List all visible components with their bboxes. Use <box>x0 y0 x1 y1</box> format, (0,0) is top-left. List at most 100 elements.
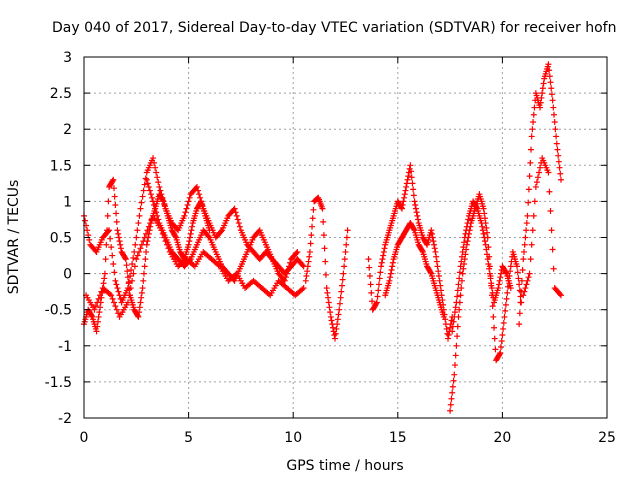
data-point <box>307 240 314 247</box>
data-point <box>389 263 396 270</box>
data-point <box>553 133 560 140</box>
data-point <box>464 220 471 227</box>
data-point <box>114 285 121 292</box>
y-tick-label: 1 <box>63 194 72 210</box>
data-point <box>523 281 530 288</box>
y-axis-label: SDTVAR / TECUs <box>6 180 22 295</box>
data-point <box>548 227 555 234</box>
data-point <box>521 241 528 248</box>
data-point <box>516 310 523 317</box>
data-point <box>332 335 339 342</box>
data-point <box>409 180 416 187</box>
data-point <box>464 238 471 245</box>
data-point <box>537 99 544 106</box>
y-tick-label: -0.5 <box>45 303 72 319</box>
data-point <box>502 269 509 276</box>
data-point <box>415 216 422 223</box>
data-point <box>136 304 143 311</box>
data-point <box>432 248 439 255</box>
data-point <box>550 104 557 111</box>
data-point <box>381 245 388 252</box>
data-point <box>525 199 532 206</box>
data-point <box>521 288 528 295</box>
data-point <box>481 234 488 241</box>
data-point <box>155 179 162 186</box>
data-point <box>135 313 142 320</box>
data-point <box>304 263 311 270</box>
chart-title: Day 040 of 2017, Sidereal Day-to-day VTE… <box>52 20 616 36</box>
data-point <box>137 245 144 252</box>
data-point <box>487 275 494 282</box>
data-point <box>479 223 486 230</box>
data-point <box>115 234 122 241</box>
data-point <box>326 304 333 311</box>
data-point <box>454 333 461 340</box>
data-point <box>147 220 154 227</box>
data-point <box>329 324 336 331</box>
data-point <box>367 281 374 288</box>
data-point <box>84 227 91 234</box>
data-point <box>163 241 170 248</box>
data-point <box>109 295 116 302</box>
data-point <box>109 177 116 184</box>
data-point <box>431 241 438 248</box>
data-point <box>430 238 437 245</box>
data-point <box>232 271 239 278</box>
data-point <box>387 270 394 277</box>
data-point <box>140 238 147 245</box>
data-point <box>108 292 115 299</box>
data-point <box>517 299 524 306</box>
data-point <box>498 337 505 344</box>
data-point <box>140 187 147 194</box>
data-point <box>540 80 547 87</box>
data-point <box>527 159 534 166</box>
data-point <box>111 269 118 276</box>
data-point <box>546 73 553 80</box>
data-point <box>556 291 563 298</box>
data-point <box>190 262 197 269</box>
data-point <box>452 352 459 359</box>
data-point <box>402 187 409 194</box>
data-point <box>126 292 133 299</box>
x-tick-label: 25 <box>598 430 616 446</box>
data-point <box>401 194 408 201</box>
data-point <box>324 289 331 296</box>
data-point <box>524 212 531 219</box>
data-point <box>465 216 472 223</box>
data-point <box>101 270 108 277</box>
data-point <box>308 232 315 239</box>
data-point <box>309 215 316 222</box>
data-point <box>451 313 458 320</box>
data-point <box>401 191 408 198</box>
data-point <box>182 209 189 216</box>
data-point <box>343 234 350 241</box>
data-point <box>322 258 329 265</box>
data-point <box>387 274 394 281</box>
y-tick-label: 1.5 <box>50 158 72 174</box>
data-point <box>532 183 539 190</box>
data-point <box>522 234 529 241</box>
data-point <box>286 263 293 270</box>
data-point <box>304 268 311 275</box>
data-point <box>117 245 124 252</box>
data-point <box>158 227 165 234</box>
data-point <box>518 277 525 284</box>
data-point <box>412 202 419 209</box>
y-tick-label: 0 <box>63 267 72 283</box>
data-point <box>197 199 204 206</box>
data-point <box>111 193 118 200</box>
data-point <box>132 241 139 248</box>
data-point <box>110 299 117 306</box>
data-point <box>451 309 458 316</box>
data-point <box>110 260 117 267</box>
data-point <box>153 209 160 216</box>
data-point <box>378 259 385 266</box>
data-point <box>480 205 487 212</box>
y-tick-label: -1 <box>58 339 72 355</box>
data-point <box>556 164 563 171</box>
data-point <box>423 240 430 247</box>
data-point <box>374 293 381 300</box>
data-point <box>122 256 129 263</box>
data-point <box>112 202 119 209</box>
